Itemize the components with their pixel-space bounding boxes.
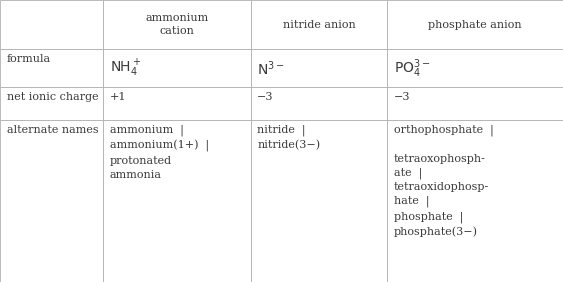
Text: ammonium  |
ammonium(1+)  |
protonated
ammonia: ammonium | ammonium(1+) | protonated amm… bbox=[110, 125, 209, 180]
Bar bbox=[387, 120, 563, 282]
Bar bbox=[103, 120, 251, 282]
Text: $\mathregular{PO}_4^{3-}$: $\mathregular{PO}_4^{3-}$ bbox=[394, 57, 431, 80]
Text: +1: +1 bbox=[110, 92, 126, 102]
Bar bbox=[103, 0, 251, 49]
Text: net ionic charge: net ionic charge bbox=[7, 92, 99, 102]
Bar bbox=[103, 87, 251, 120]
Bar bbox=[251, 120, 387, 282]
Text: −3: −3 bbox=[394, 92, 410, 102]
Text: formula: formula bbox=[7, 54, 51, 64]
Bar bbox=[103, 49, 251, 87]
Bar bbox=[0, 120, 103, 282]
Bar bbox=[0, 49, 103, 87]
Bar bbox=[387, 0, 563, 49]
Bar bbox=[387, 49, 563, 87]
Bar bbox=[0, 87, 103, 120]
Bar bbox=[0, 0, 103, 49]
Text: phosphate anion: phosphate anion bbox=[428, 20, 522, 30]
Bar bbox=[251, 49, 387, 87]
Text: nitride  |
nitride(3−): nitride | nitride(3−) bbox=[257, 125, 320, 151]
Text: alternate names: alternate names bbox=[7, 125, 99, 135]
Text: ammonium
cation: ammonium cation bbox=[145, 14, 208, 36]
Text: nitride anion: nitride anion bbox=[283, 20, 355, 30]
Bar bbox=[387, 87, 563, 120]
Text: −3: −3 bbox=[257, 92, 274, 102]
Text: $\mathregular{N}^{3-}$: $\mathregular{N}^{3-}$ bbox=[257, 59, 285, 78]
Bar bbox=[251, 0, 387, 49]
Bar bbox=[251, 87, 387, 120]
Text: orthophosphate  |

tetraoxophosph-
ate  |
tetraoxidophosp-
hate  |
phosphate  |
: orthophosphate | tetraoxophosph- ate | t… bbox=[394, 125, 494, 237]
Text: $\mathregular{NH}_4^+$: $\mathregular{NH}_4^+$ bbox=[110, 58, 141, 79]
